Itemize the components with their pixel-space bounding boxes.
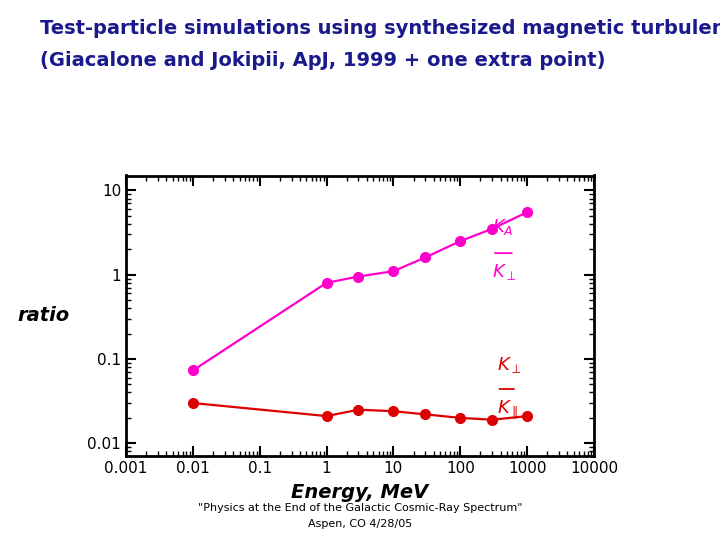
X-axis label: Energy, MeV: Energy, MeV — [292, 483, 428, 502]
Text: Test-particle simulations using synthesized magnetic turbulence: Test-particle simulations using synthesi… — [40, 19, 720, 38]
Text: ratio: ratio — [17, 306, 69, 326]
Text: $K_\perp$: $K_\perp$ — [492, 262, 516, 282]
Text: Aspen, CO 4/28/05: Aspen, CO 4/28/05 — [308, 519, 412, 529]
Text: "Physics at the End of the Galactic Cosmic-Ray Spectrum": "Physics at the End of the Galactic Cosm… — [198, 503, 522, 513]
Text: $K_A$: $K_A$ — [492, 217, 514, 237]
Text: $K_\parallel$: $K_\parallel$ — [497, 399, 518, 421]
Text: (Giacalone and Jokipii, ApJ, 1999 + one extra point): (Giacalone and Jokipii, ApJ, 1999 + one … — [40, 51, 605, 70]
Text: $K_\perp$: $K_\perp$ — [497, 355, 521, 375]
